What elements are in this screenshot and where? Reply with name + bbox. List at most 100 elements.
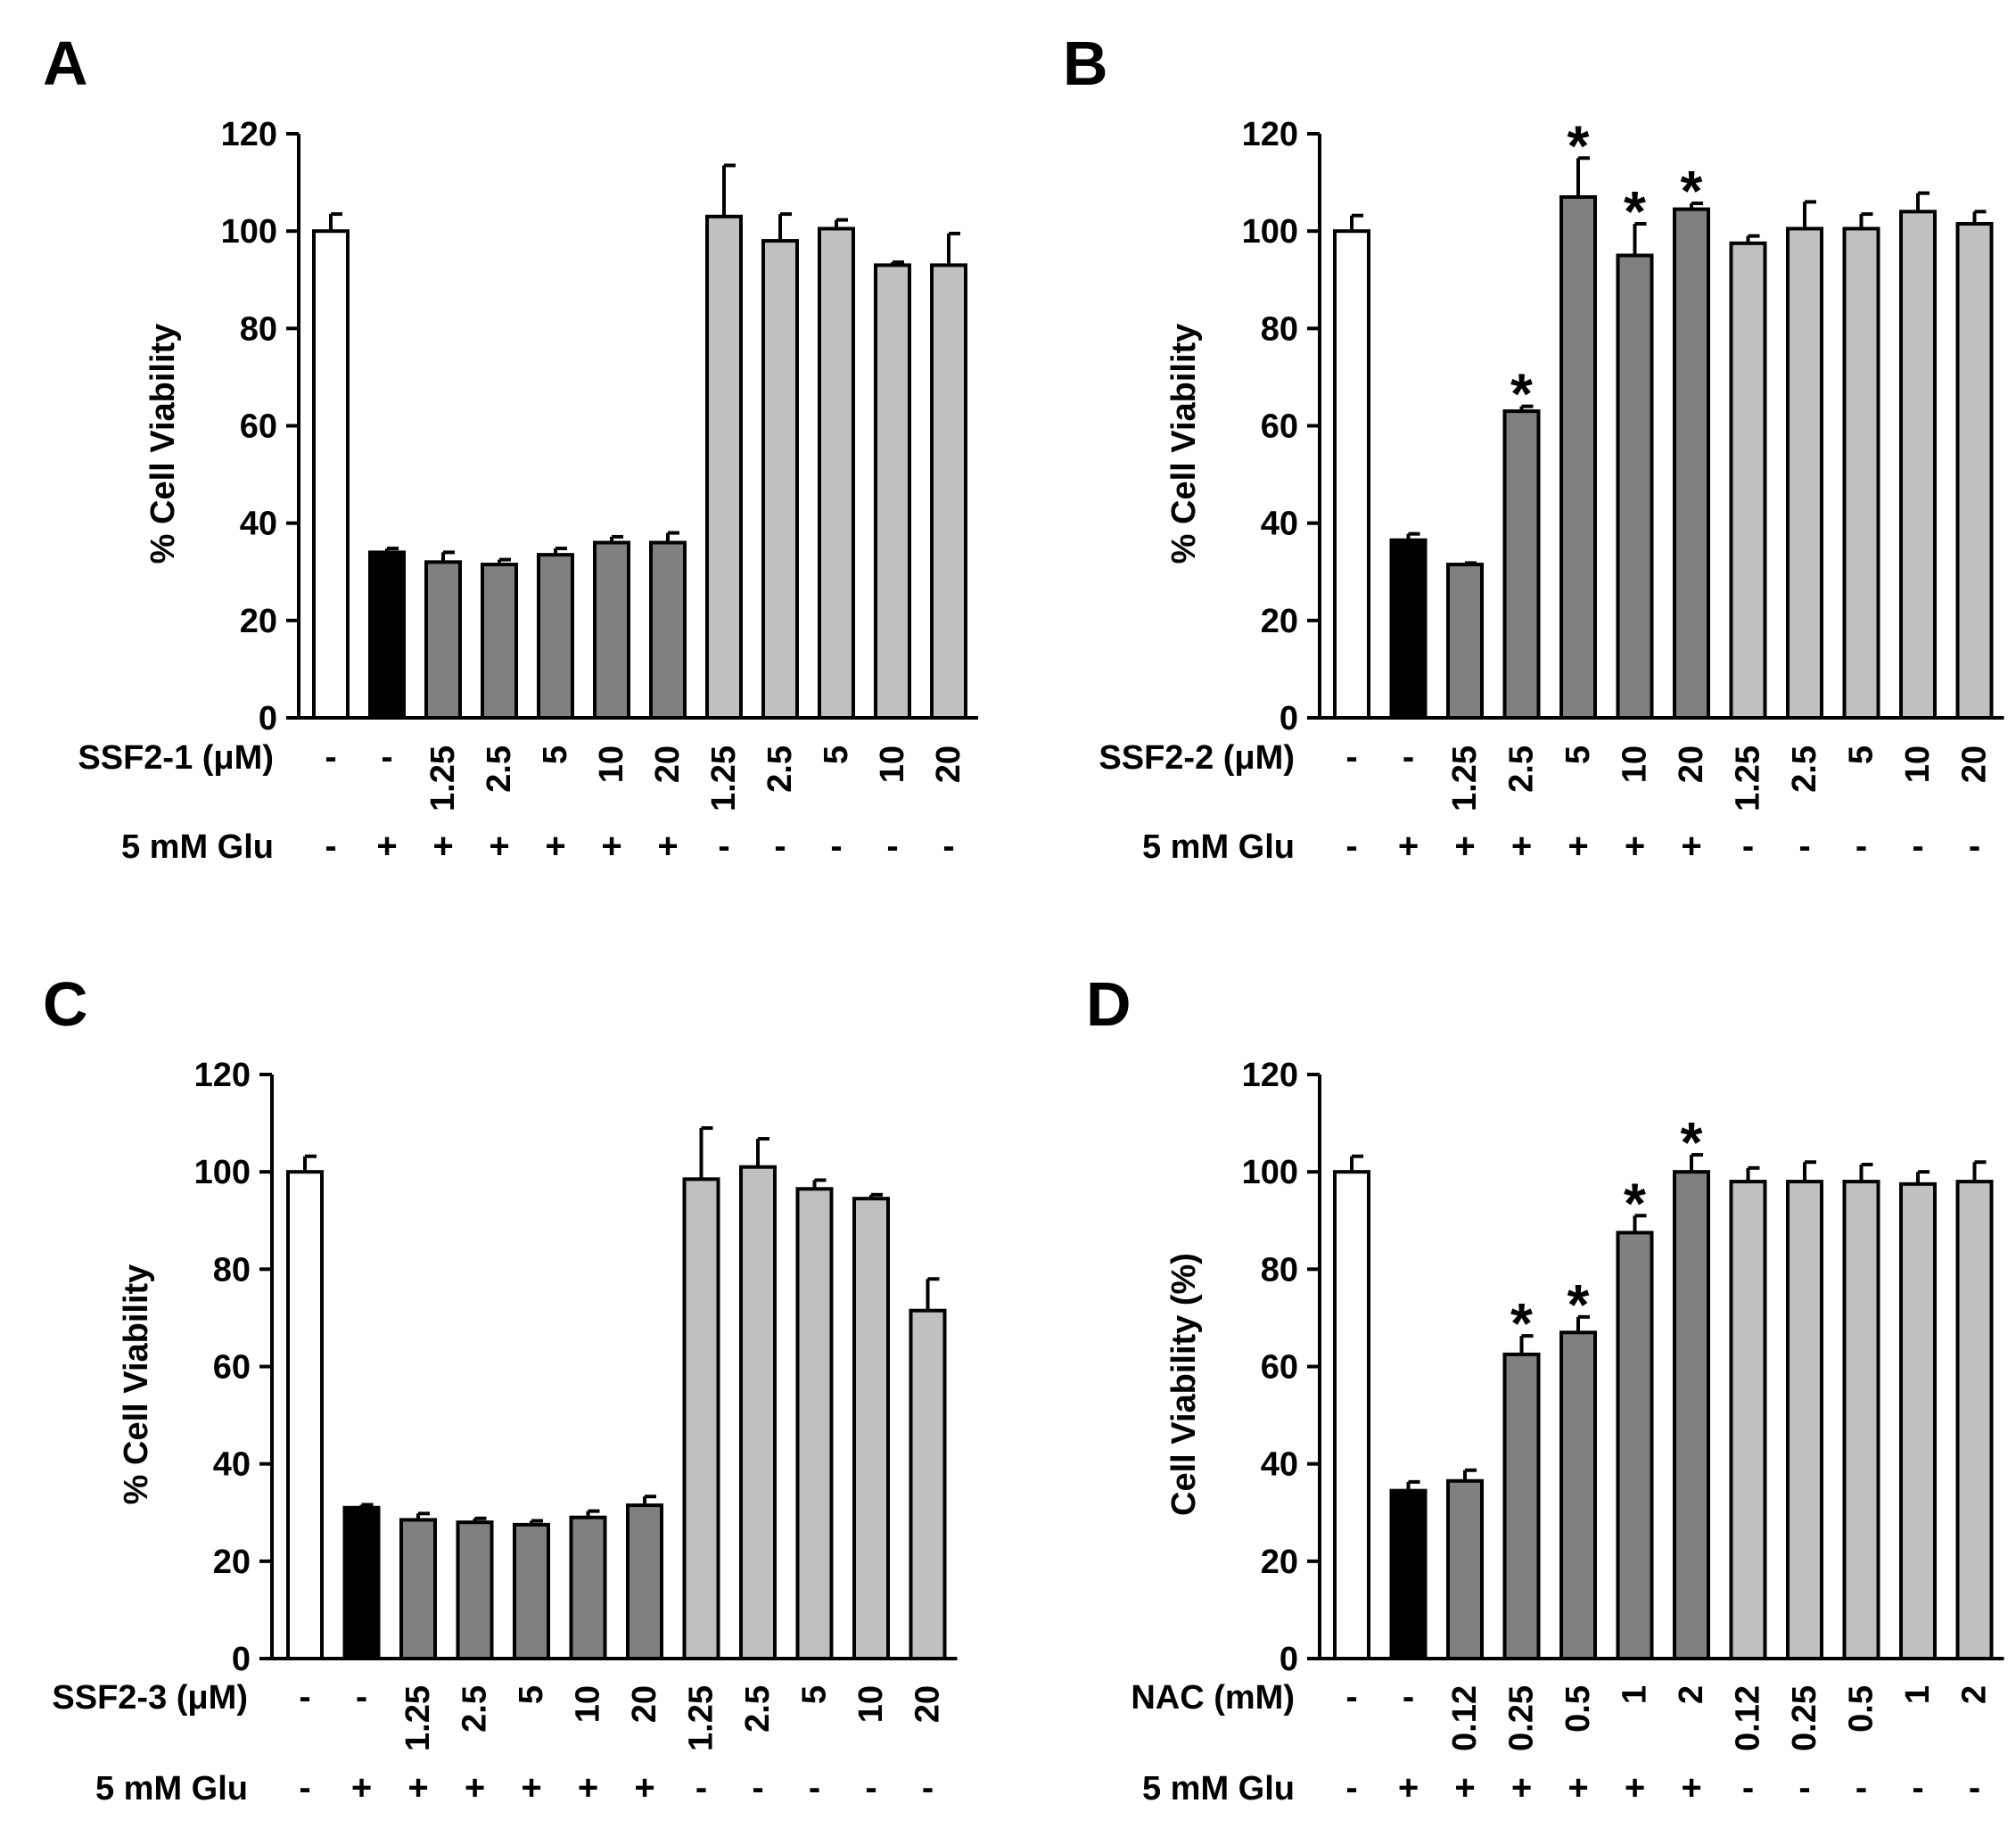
glu-value: - [1345, 827, 1357, 866]
bar [626, 1503, 663, 1660]
treatment-value: 5 [1843, 745, 1880, 764]
bar [1446, 1478, 1484, 1661]
treatment-row-label: SSF2-1 (μM) [78, 739, 274, 777]
glu-value: - [774, 827, 786, 866]
treatment-row-label: SSF2-2 (μM) [1099, 739, 1295, 777]
treatment-value: 1.25 [1730, 745, 1767, 811]
glu-value: - [1856, 827, 1867, 866]
glu-value: - [886, 827, 898, 866]
glu-value: - [1798, 827, 1810, 866]
bar [1616, 1231, 1654, 1661]
bar [456, 1520, 494, 1660]
panel-letter: B [1063, 29, 1108, 98]
treatment-value: - [356, 1677, 367, 1717]
glu-value: + [657, 827, 678, 866]
y-axis-title: Cell Viability (%) [1165, 1253, 1203, 1516]
glu-value: - [922, 1768, 934, 1807]
glu-value: + [1568, 827, 1588, 866]
y-tick-label: 20 [1261, 603, 1298, 640]
bar [818, 226, 855, 720]
glu-value: + [634, 1768, 654, 1807]
treatment-value: 20 [930, 745, 967, 783]
glu-value: - [830, 827, 842, 866]
bar [739, 1165, 777, 1661]
treatment-value: 0.12 [1446, 1685, 1484, 1751]
significance-star: * [1568, 1272, 1590, 1337]
y-tick-label: 0 [1280, 700, 1298, 737]
treatment-value: - [1403, 737, 1414, 777]
bar [1559, 194, 1597, 720]
treatment-value: 5 [513, 1685, 550, 1704]
bar [593, 540, 630, 720]
glu-row-label: 5 mM Glu [1142, 828, 1295, 866]
bar [368, 550, 406, 720]
treatment-value: - [1403, 1677, 1414, 1717]
bar [537, 553, 574, 720]
glu-value: + [1681, 1768, 1701, 1807]
bar [1389, 1488, 1428, 1660]
bar [1502, 1352, 1541, 1660]
y-tick-label: 60 [240, 408, 277, 446]
bar [481, 563, 518, 720]
bar [1446, 563, 1484, 720]
glu-value: + [1454, 1768, 1475, 1807]
bar [795, 1187, 834, 1661]
y-tick-label: 80 [1261, 1251, 1298, 1289]
glu-value: + [351, 1768, 372, 1807]
y-tick-label: 40 [1261, 1446, 1298, 1484]
y-tick-label: 80 [1261, 310, 1298, 348]
panel-a: A 0 20 40 60 80 100 120 % Cell Viability SSF2-1 (… [43, 29, 978, 866]
bar [1559, 1330, 1597, 1660]
treatment-value: 1.25 [424, 745, 462, 811]
significance-star: * [1681, 159, 1703, 223]
bar [909, 1308, 947, 1660]
panel-letter: D [1086, 969, 1131, 1039]
y-tick-label: 20 [213, 1544, 251, 1581]
panel-letter: A [43, 29, 88, 98]
bar [342, 1505, 381, 1660]
glu-value: + [376, 827, 397, 866]
bar [1955, 221, 1994, 720]
treatment-value: 0.25 [1786, 1685, 1823, 1751]
treatment-value: 10 [1899, 745, 1937, 783]
treatment-value: 1.25 [705, 745, 743, 811]
panel-d: D 0 20 40 60 80 100 120 Cell Viability (%) * * * * NA… [1086, 969, 2004, 1807]
treatment-value: 5 [1559, 745, 1597, 764]
treatment-value: 20 [1956, 745, 1994, 783]
y-tick-label: 60 [1261, 408, 1298, 446]
treatment-value: 2.5 [481, 745, 518, 793]
bar [852, 1197, 890, 1660]
treatment-value: 2.5 [761, 745, 799, 793]
glu-value: - [942, 827, 954, 866]
treatment-value: 10 [1617, 745, 1654, 783]
treatment-value: 1.25 [1446, 745, 1484, 811]
bar [1842, 226, 1880, 720]
glu-value: + [489, 827, 509, 866]
bar [1786, 226, 1823, 720]
treatment-value: 1 [1617, 1685, 1654, 1704]
panel-b: B 0 20 40 60 80 100 120 % Cell Viability * * * * SSF2… [1063, 29, 2004, 866]
glu-value: + [578, 1768, 598, 1807]
bar [874, 263, 911, 720]
treatment-value: 20 [626, 1685, 663, 1723]
bar [1673, 207, 1710, 720]
y-tick-label: 120 [221, 116, 277, 153]
treatment-row-label: SSF2-3 (μM) [52, 1679, 248, 1717]
treatment-row-label: NAC (mM) [1131, 1679, 1295, 1717]
bar [649, 540, 687, 720]
significance-star: * [1681, 1110, 1703, 1174]
y-tick-label: 100 [1242, 213, 1298, 251]
glu-value: + [1398, 827, 1419, 866]
y-tick-label: 0 [232, 1641, 251, 1678]
panel-letter: C [43, 969, 88, 1039]
bar [1955, 1180, 1994, 1661]
bar [705, 214, 743, 720]
y-tick-label: 80 [213, 1251, 251, 1289]
treatment-value: 1.25 [399, 1685, 437, 1751]
glu-value: - [718, 827, 729, 866]
treatment-value: 10 [852, 1685, 890, 1723]
glu-value: + [545, 827, 565, 866]
bar [1899, 1182, 1937, 1660]
treatment-value: 2.5 [739, 1685, 777, 1733]
glu-value: - [695, 1768, 707, 1807]
